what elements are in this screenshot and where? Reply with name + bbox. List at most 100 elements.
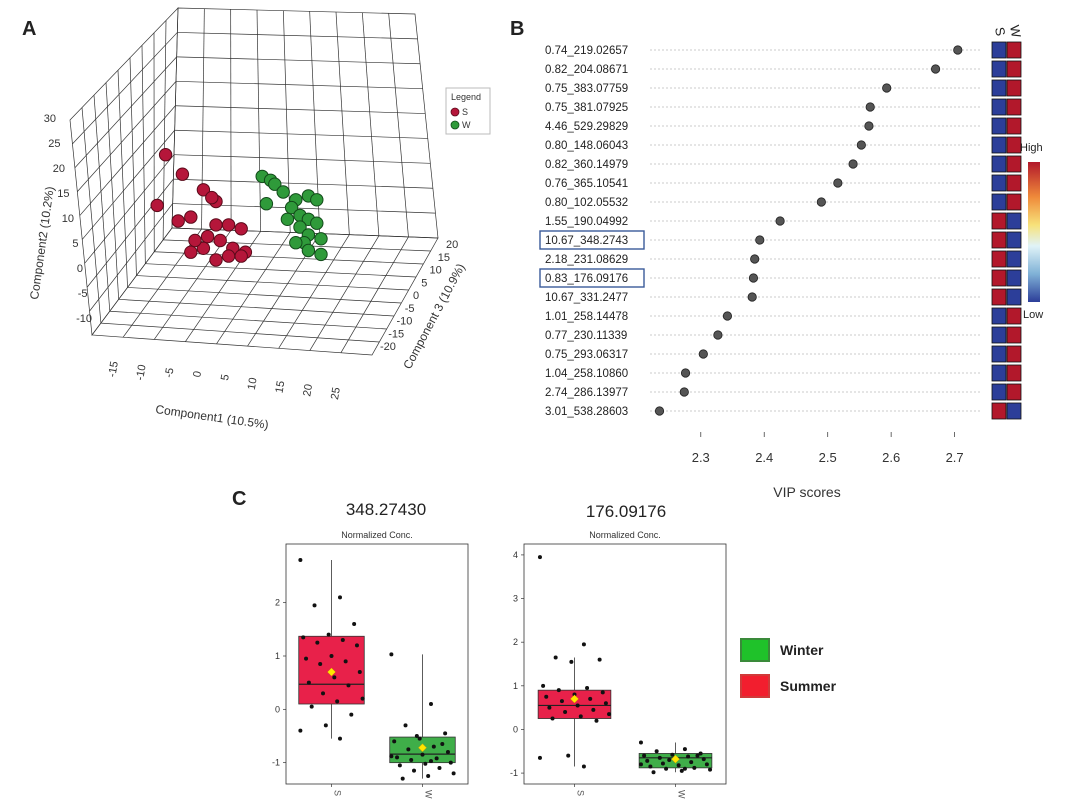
boxplot-subtitle: Normalized Conc. xyxy=(589,530,661,540)
summer-point xyxy=(221,249,236,263)
heat-col-w: W xyxy=(1007,24,1024,39)
data-point xyxy=(660,761,665,766)
vip-feature-label: 1.01_258.14478 xyxy=(545,311,628,323)
winter-point xyxy=(310,216,324,230)
vip-feature-label: 1.04_258.10860 xyxy=(545,368,628,380)
data-point xyxy=(434,756,439,761)
data-point xyxy=(332,675,337,680)
data-point xyxy=(417,736,422,741)
heat-cell-w xyxy=(1006,364,1022,382)
left-grid-h xyxy=(89,203,173,312)
x-tick-label: 5 xyxy=(219,373,232,381)
data-point xyxy=(645,758,650,763)
data-point xyxy=(426,774,431,778)
back-grid-h xyxy=(176,56,421,65)
data-point xyxy=(657,755,662,760)
heat-cell-w xyxy=(1006,212,1022,230)
floor-grid-z xyxy=(127,287,402,304)
heat-cell-s xyxy=(991,136,1007,154)
legend-label-w: W xyxy=(462,120,471,130)
data-point xyxy=(420,752,425,757)
data-point xyxy=(326,632,331,637)
data-point xyxy=(553,655,558,660)
data-point xyxy=(547,705,552,710)
heat-scale-bar xyxy=(1028,162,1040,302)
summer-point xyxy=(234,222,248,236)
vip-feature-label: 0.80_148.06043 xyxy=(545,140,628,152)
data-point xyxy=(597,657,602,662)
y-tick-label: -1 xyxy=(510,768,518,778)
y-tick-label: 10 xyxy=(62,213,74,225)
heat-cell-w xyxy=(1006,193,1022,211)
left-grid-v xyxy=(141,45,146,264)
summer-point xyxy=(184,245,198,259)
summer-point xyxy=(209,253,223,267)
vip-point xyxy=(882,83,892,93)
x-tick-label: -15 xyxy=(106,360,121,378)
floor-grid-x xyxy=(309,235,380,351)
vip-point xyxy=(930,64,941,74)
back-grid-v xyxy=(388,13,409,237)
data-point xyxy=(321,691,326,696)
legend-label-s: S xyxy=(462,107,468,117)
season-legend: Winter Summer xyxy=(740,636,836,708)
summer-point xyxy=(213,233,227,248)
floor-grid-z xyxy=(109,310,387,330)
heat-cell-s xyxy=(991,250,1007,268)
x-tick-label: 10 xyxy=(246,377,260,391)
left-grid-h xyxy=(81,129,175,240)
data-point xyxy=(306,680,311,685)
heat-cell-w xyxy=(1006,41,1022,59)
legend-item-summer: Summer xyxy=(740,672,836,700)
y-tick-label: 0 xyxy=(77,263,83,275)
heat-cell-s xyxy=(991,98,1007,116)
heat-cell-w xyxy=(1006,288,1022,306)
boxplot-176: Normalized Conc. -1 0 1 2 3 4 S W xyxy=(510,530,727,799)
summer-point xyxy=(171,214,185,228)
floor-grid-z xyxy=(154,251,424,265)
box-body xyxy=(298,635,365,705)
data-point xyxy=(541,683,546,688)
vip-feature-label: 0.82_360.14979 xyxy=(545,159,628,171)
back-grid-h xyxy=(175,80,423,90)
vip-feature-label: 0.77_230.11339 xyxy=(545,330,627,342)
heat-cell-s xyxy=(991,231,1007,249)
floor-grid-x xyxy=(122,228,202,338)
data-point xyxy=(654,749,659,754)
vip-point xyxy=(750,254,760,264)
vip-feature-label: 1.55_190.04992 xyxy=(545,216,628,228)
floor-grid-x xyxy=(340,236,409,353)
data-point xyxy=(581,764,586,769)
data-point xyxy=(298,728,303,733)
heat-cell-w xyxy=(1006,307,1022,325)
vip-point xyxy=(816,197,826,207)
left-grid-v xyxy=(93,95,111,312)
data-point xyxy=(667,758,672,762)
panel-label-c: C xyxy=(232,488,247,510)
heat-cell-w xyxy=(1006,155,1022,173)
heat-cell-s xyxy=(991,155,1007,173)
data-point xyxy=(400,776,405,781)
data-point xyxy=(397,763,402,768)
data-point xyxy=(312,603,317,608)
heat-cell-w xyxy=(1006,326,1022,344)
data-point xyxy=(704,762,709,767)
heat-cell-w xyxy=(1006,383,1022,401)
summer-point xyxy=(196,183,211,197)
winter-point xyxy=(310,193,324,207)
y-axis-label: Component2 (10.2%) xyxy=(27,186,57,301)
heat-cell-s xyxy=(991,193,1007,211)
heat-scale-high: High xyxy=(1020,142,1043,154)
data-point xyxy=(337,595,342,600)
heat-cell-s xyxy=(991,79,1007,97)
vip-point xyxy=(713,330,723,340)
y-tick-label: -5 xyxy=(78,288,88,300)
heat-cell-s xyxy=(991,364,1007,382)
data-point xyxy=(708,767,713,772)
data-point xyxy=(437,766,442,770)
heat-cell-s xyxy=(991,402,1007,420)
heat-col-s: S xyxy=(992,26,1008,37)
y-tick-label: 20 xyxy=(53,163,65,175)
x-tick-label: 15 xyxy=(274,380,288,394)
